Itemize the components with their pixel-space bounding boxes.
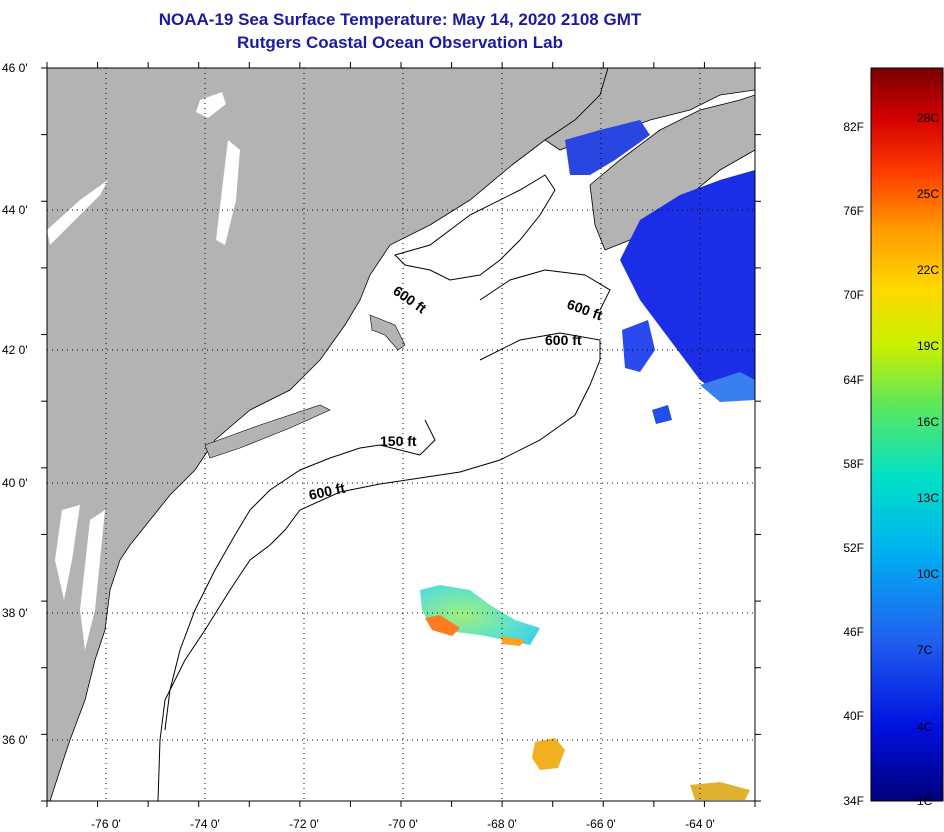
sst-patch-warm (500, 636, 525, 646)
lon-label: -64 0' (685, 817, 715, 831)
long-island (204, 404, 331, 459)
lat-label: 36 0' (2, 733, 28, 747)
lat-label: 44 0' (2, 203, 28, 217)
lake (196, 92, 226, 118)
sst-patch-warm (425, 615, 460, 636)
lat-label: 38 0' (2, 606, 28, 620)
lon-label: -76 0' (91, 817, 121, 831)
sst-patch-warm (690, 782, 750, 800)
axis-ticks (41, 62, 761, 807)
colorbar-f-label: 82F (843, 120, 864, 134)
sst-patch-blue (700, 372, 755, 402)
color-bar (870, 67, 944, 802)
map-title: NOAA-19 Sea Surface Temperature: May 14,… (158, 10, 642, 29)
sst-patch-blue (565, 120, 650, 175)
nova-scotia (589, 94, 755, 251)
lake (47, 180, 108, 245)
colorbar-celsius-labels: 28C 25C 22C 19C 16C 13C 10C 7C 4C 1C (917, 111, 939, 808)
colorbar-f-label: 34F (843, 794, 864, 808)
lat-label: 46 0' (2, 61, 28, 75)
lon-label: -66 0' (586, 817, 616, 831)
colorbar-c-label: 22C (917, 263, 939, 277)
lake (80, 510, 105, 650)
contour-label: 600 ft (545, 332, 582, 348)
colorbar-f-label: 58F (843, 457, 864, 471)
map-subtitle: Rutgers Coastal Ocean Observation Lab (237, 33, 563, 52)
colorbar-c-label: 7C (917, 643, 933, 657)
colorbar-c-label: 19C (917, 339, 939, 353)
lon-label: -70 0' (388, 817, 418, 831)
colorbar-f-label: 76F (843, 204, 864, 218)
lat-label: 42 0' (2, 343, 28, 357)
colorbar-f-label: 52F (843, 541, 864, 555)
colorbar-f-label: 40F (843, 709, 864, 723)
contour-label: 600 ft (307, 480, 346, 503)
colorbar-c-label: 4C (917, 720, 933, 734)
lon-label: -74 0' (190, 817, 220, 831)
lat-label: 40 0' (2, 476, 28, 490)
colorbar-f-label: 64F (843, 373, 864, 387)
colorbar-c-label: 16C (917, 415, 939, 429)
sst-patch-blue (652, 405, 672, 424)
sst-patch-blue (620, 170, 755, 395)
colorbar-c-label: 13C (917, 491, 939, 505)
contour-line (479, 269, 611, 311)
graticule (47, 68, 755, 801)
lake (55, 505, 80, 600)
colorbar-c-label: 1C (917, 794, 933, 808)
sst-patch-warm (532, 738, 565, 770)
colorbar-c-label: 28C (917, 111, 939, 125)
lon-label: -72 0' (289, 817, 319, 831)
sst-patch-blue (622, 320, 655, 372)
contour-line (164, 419, 436, 731)
lake (216, 140, 240, 245)
colorbar-c-label: 25C (917, 187, 939, 201)
lon-label: -68 0' (487, 817, 517, 831)
colorbar-f-label: 46F (843, 625, 864, 639)
lat-labels: 46 0' 44 0' 42 0' 40 0' 38 0' 36 0' (2, 61, 28, 747)
land-mass (47, 68, 609, 801)
contour-line (157, 332, 601, 801)
colorbar-c-label: 10C (917, 567, 939, 581)
contour-label: 150 ft (380, 433, 417, 449)
lon-labels: -76 0' -74 0' -72 0' -70 0' -68 0' -66 0… (91, 817, 715, 831)
colorbar-fahrenheit-labels: 82F 76F 70F 64F 58F 52F 46F 40F 34F (843, 120, 864, 808)
contour-line (394, 174, 556, 281)
colorbar-f-label: 70F (843, 288, 864, 302)
